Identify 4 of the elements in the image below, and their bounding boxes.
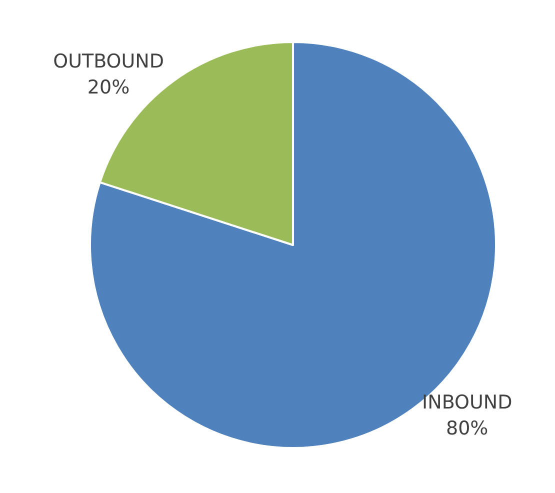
data-label: 80% [446,418,488,440]
slice-label: OUTBOUND [53,50,164,72]
slice-label: INBOUND [422,392,512,414]
data-label: 20% [87,76,130,98]
